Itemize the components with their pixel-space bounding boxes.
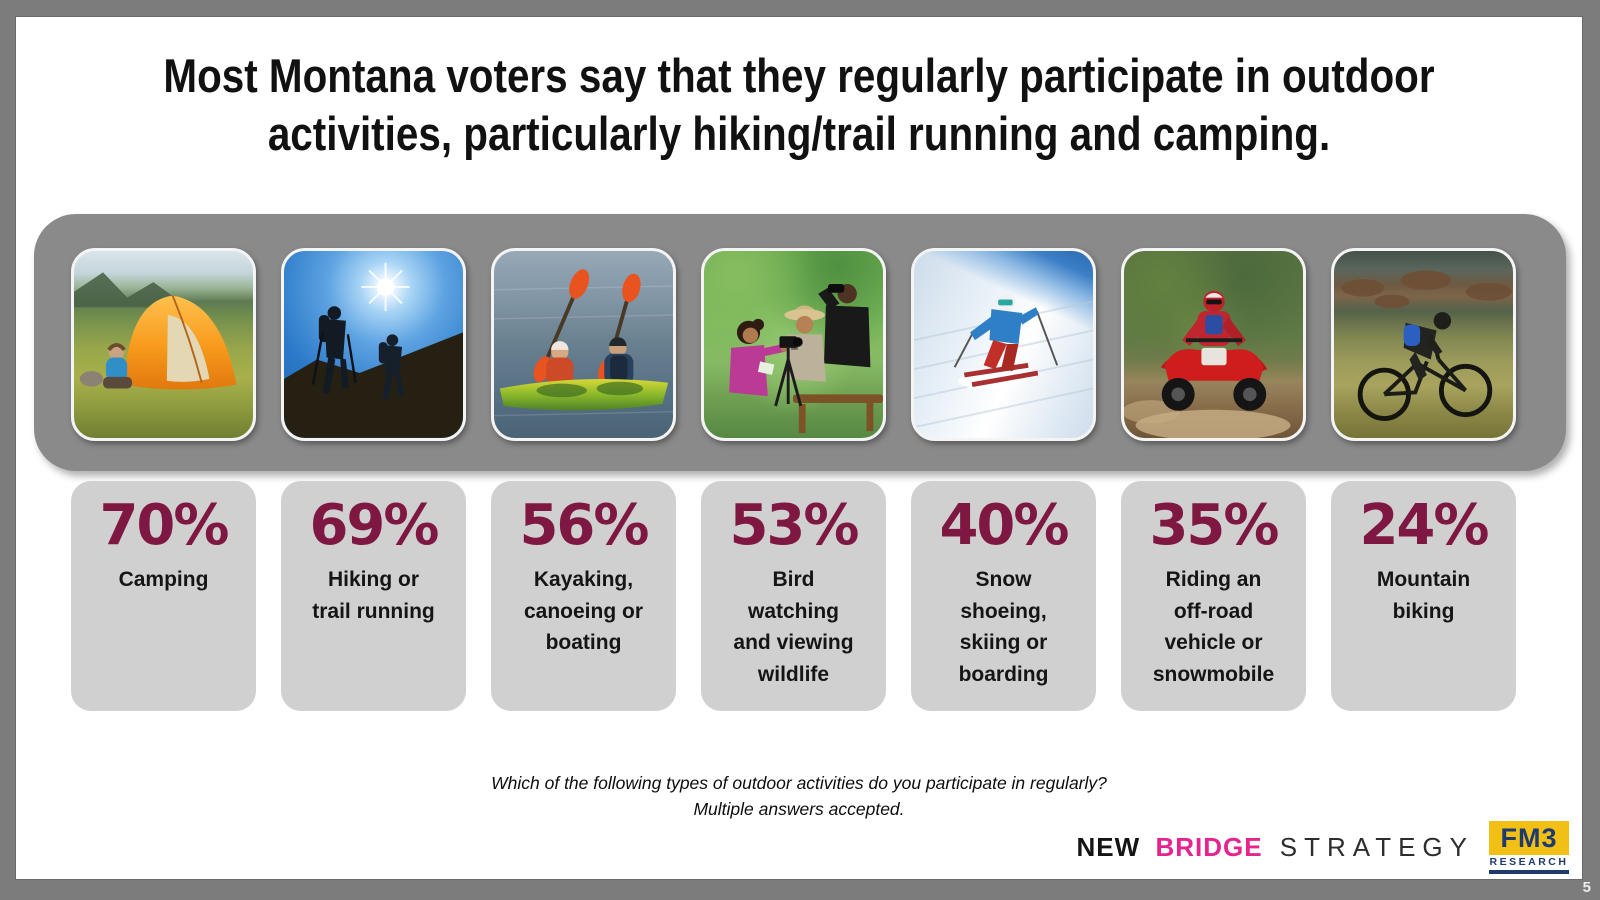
- stat-value: 53%: [729, 493, 859, 558]
- footnote-line-2: Multiple answers accepted.: [693, 799, 905, 819]
- bird-watching-illustration: [729, 284, 883, 434]
- survey-question-footnote: Which of the following types of outdoor …: [16, 770, 1582, 822]
- title-line-2: activities, particularly hiking/trail ru…: [267, 107, 1331, 160]
- fm3-underline: [1489, 870, 1569, 874]
- mountain-biking-photo: [1331, 248, 1516, 441]
- brand-word-strategy: STRATEGY: [1279, 832, 1474, 862]
- stat-card-bird-watching: 53% Bird watching and viewing wildlife: [701, 481, 886, 711]
- brand-word-new: NEW: [1076, 832, 1141, 862]
- stat-value: 70%: [99, 493, 229, 558]
- stat-value: 69%: [309, 493, 439, 558]
- page-number: 5: [1582, 879, 1591, 896]
- atv-riding-illustration: [1124, 290, 1291, 438]
- atv-riding-photo: [1121, 248, 1306, 441]
- stat-card-hiking: 69% Hiking or trail running: [281, 481, 466, 711]
- stat-card-snow-sports: 40% Snow shoeing, skiing or boarding: [911, 481, 1096, 711]
- skiing-illustration: [914, 292, 1093, 429]
- stat-card-camping: 70% Camping: [71, 481, 256, 711]
- stat-label: Snow shoeing, skiing or boarding: [958, 568, 1049, 686]
- stat-card-kayaking: 56% Kayaking, canoeing or boating: [491, 481, 676, 711]
- branding-row: NEW BRIDGE STRATEGY FM3 RESEARCH: [1077, 821, 1569, 874]
- kayaking-illustration: [494, 269, 673, 417]
- camping-illustration: [74, 272, 237, 390]
- camping-photo: [71, 248, 256, 441]
- stat-card-off-road: 35% Riding an off-road vehicle or snowmo…: [1121, 481, 1306, 711]
- stat-card-mountain-biking: 24% Mountain biking: [1331, 481, 1516, 711]
- slide-title: Most Montana voters say that they regula…: [16, 47, 1582, 163]
- kayaking-photo: [491, 248, 676, 441]
- fm3-research-label: RESEARCH: [1489, 856, 1569, 868]
- stat-value: 40%: [939, 493, 1069, 558]
- fm3-logo-box: FM3: [1489, 821, 1569, 855]
- hiking-photo: [281, 248, 466, 441]
- new-bridge-strategy-logo: NEW BRIDGE STRATEGY: [1077, 832, 1474, 863]
- skiing-photo: [911, 248, 1096, 441]
- brand-word-bridge: BRIDGE: [1155, 832, 1263, 862]
- stat-label: Bird watching and viewing wildlife: [733, 568, 854, 686]
- hiking-illustration: [284, 262, 463, 438]
- stat-label: Riding an off-road vehicle or snowmobile: [1152, 568, 1275, 686]
- mountain-biking-illustration: [1341, 270, 1513, 421]
- stat-label: Camping: [118, 568, 209, 591]
- fm3-research-logo: FM3 RESEARCH: [1489, 821, 1569, 874]
- stat-label: Mountain biking: [1376, 568, 1471, 623]
- title-line-1: Most Montana voters say that they regula…: [163, 49, 1435, 102]
- bird-watching-photo: [701, 248, 886, 441]
- stat-value: 56%: [519, 493, 649, 558]
- stat-label: Kayaking, canoeing or boating: [523, 568, 644, 654]
- footnote-line-1: Which of the following types of outdoor …: [491, 773, 1107, 793]
- stat-value: 35%: [1149, 493, 1279, 558]
- stat-value: 24%: [1359, 493, 1489, 558]
- slide: Most Montana voters say that they regula…: [15, 16, 1583, 880]
- stat-label: Hiking or trail running: [312, 568, 435, 623]
